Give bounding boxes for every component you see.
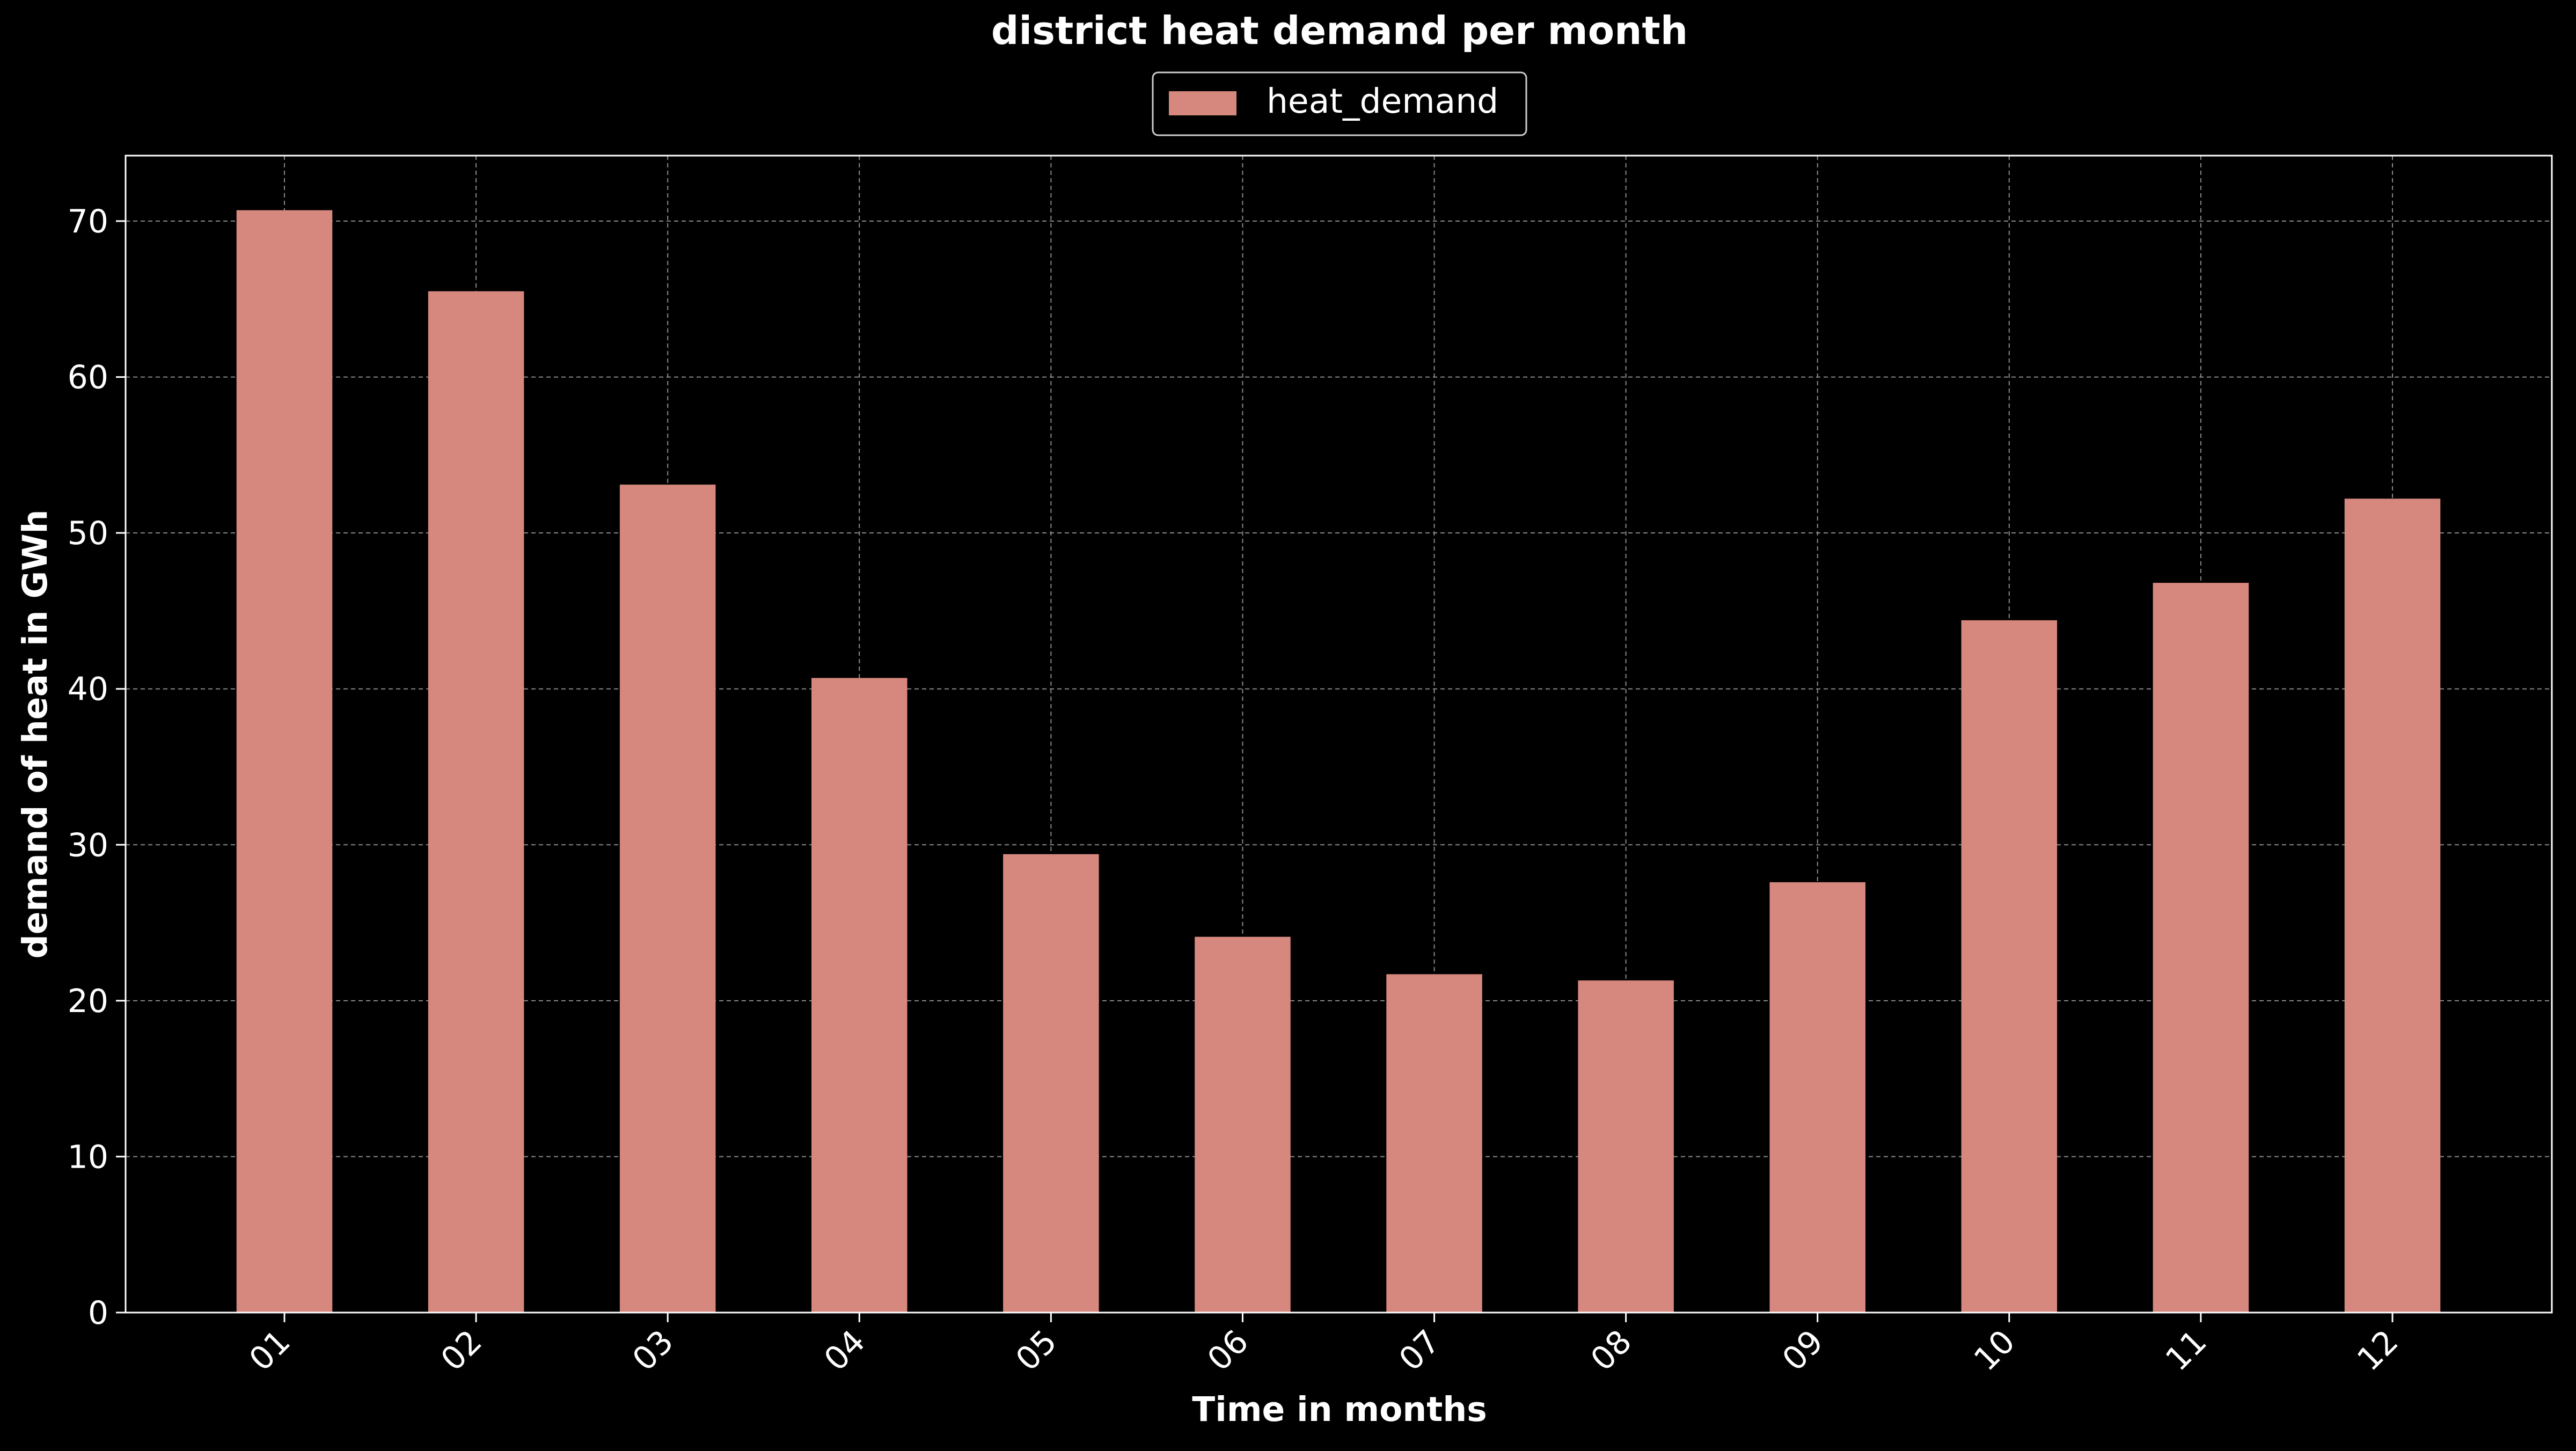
y-tick-label: 10 <box>68 1138 108 1176</box>
bar-07 <box>1386 974 1482 1313</box>
y-tick-label: 70 <box>68 203 108 240</box>
bar-05 <box>1003 854 1099 1313</box>
bar-04 <box>811 678 908 1313</box>
y-tick-label: 0 <box>88 1294 108 1332</box>
bar-03 <box>619 485 716 1313</box>
bar-10 <box>1961 620 2058 1313</box>
bar-08 <box>1578 980 1674 1313</box>
x-axis-label: Time in months <box>1192 1390 1487 1429</box>
legend-frame <box>1152 71 1527 136</box>
y-axis-ticks: 0 10 20 30 40 50 60 70 <box>68 203 126 1332</box>
y-tick-label: 30 <box>68 826 108 864</box>
y-tick-label: 50 <box>68 515 108 552</box>
chart-title: district heat demand per month <box>991 8 1688 53</box>
y-axis-label: demand of heat in GWh <box>16 509 55 958</box>
y-tick-label: 20 <box>68 983 108 1020</box>
bar-02 <box>428 291 524 1313</box>
legend: heat_demand <box>1152 71 1527 136</box>
bar-11 <box>2153 583 2249 1313</box>
y-tick-label: 40 <box>68 671 108 708</box>
bar-06 <box>1195 936 1291 1313</box>
bars <box>236 210 2441 1313</box>
bar-12 <box>2344 499 2441 1313</box>
plot-area-frame <box>125 155 2553 1314</box>
y-tick-label: 60 <box>68 359 108 397</box>
bar-09 <box>1769 882 1865 1313</box>
bar-01 <box>236 210 333 1313</box>
legend-swatch <box>1169 91 1236 115</box>
legend-label-heat-demand: heat_demand <box>1267 82 1498 121</box>
